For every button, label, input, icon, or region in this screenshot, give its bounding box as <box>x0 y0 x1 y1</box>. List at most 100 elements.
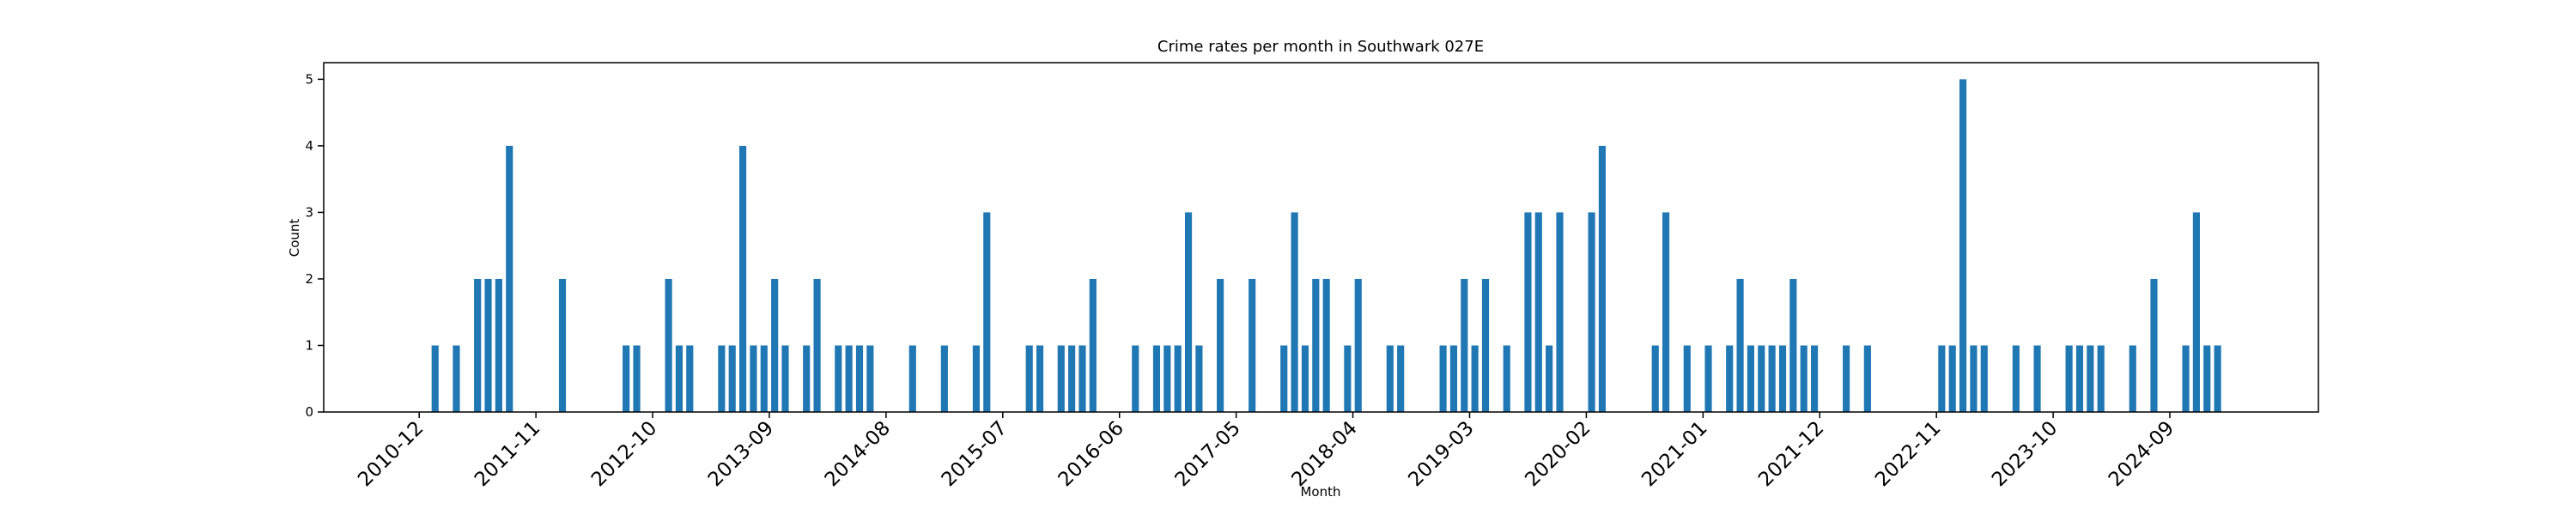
bar <box>686 345 694 412</box>
bar <box>1789 278 1797 412</box>
bar <box>1758 345 1765 412</box>
x-tick-label: 2012-10 <box>587 417 661 491</box>
bar <box>2192 212 2200 412</box>
bar <box>1768 345 1776 412</box>
bar <box>1078 345 1086 412</box>
bar <box>1651 345 1659 412</box>
bar <box>1439 345 1447 412</box>
bar <box>431 345 439 412</box>
bar <box>2203 345 2211 412</box>
bar <box>1683 345 1691 412</box>
bar <box>2075 345 2084 412</box>
bar <box>1152 345 1161 412</box>
bar <box>1280 345 1288 412</box>
bar <box>1249 278 1256 412</box>
bar <box>665 278 672 412</box>
bar <box>803 345 811 412</box>
bar <box>1036 345 1044 412</box>
bar <box>813 278 821 412</box>
bar <box>2033 345 2041 412</box>
bar <box>1778 345 1787 412</box>
bar <box>1184 212 1193 412</box>
bar <box>1959 79 1967 412</box>
bar <box>1810 345 1819 412</box>
bar <box>558 278 567 412</box>
bar <box>2182 345 2190 412</box>
y-tick-label: 1 <box>305 337 313 353</box>
bar <box>1556 212 1564 412</box>
x-tick-label: 2010-12 <box>354 417 428 491</box>
x-tick-label: 2017-05 <box>1171 417 1245 491</box>
bar <box>760 345 768 412</box>
bar <box>1588 212 1595 412</box>
bar <box>1938 345 1946 412</box>
x-tick-label: 2021-01 <box>1637 417 1711 491</box>
bar <box>1524 212 1532 412</box>
bar <box>972 345 980 412</box>
bar <box>1322 278 1330 412</box>
y-tick-label: 5 <box>305 71 313 87</box>
bar <box>1449 345 1458 412</box>
x-tick-label: 2020-02 <box>1521 417 1595 491</box>
bar <box>940 345 948 412</box>
bar <box>1503 345 1510 412</box>
bar <box>474 278 482 412</box>
x-tick-label: 2021-12 <box>1754 417 1828 491</box>
bar <box>718 345 726 412</box>
bar <box>1089 278 1097 412</box>
bar <box>1217 278 1224 412</box>
bar <box>771 278 779 412</box>
bar <box>1800 345 1807 412</box>
bar <box>1546 345 1553 412</box>
bar <box>1843 345 1850 412</box>
bar <box>1461 278 1468 412</box>
bar <box>1132 345 1139 412</box>
bar <box>866 345 874 412</box>
x-tick-label: 2014-08 <box>821 417 895 491</box>
y-axis-label: Count <box>287 219 302 258</box>
bar <box>2087 345 2094 412</box>
bar <box>1354 278 1362 412</box>
bar <box>1057 345 1065 412</box>
bar <box>845 345 853 412</box>
bar <box>1344 345 1352 412</box>
bar <box>675 345 683 412</box>
bar <box>1948 345 1956 412</box>
bar <box>633 345 641 412</box>
bar <box>1195 345 1203 412</box>
bar <box>1726 345 1734 412</box>
bar <box>1068 345 1076 412</box>
x-tick-label: 2013-09 <box>704 417 778 491</box>
bar <box>1471 345 1479 412</box>
x-tick-label: 2024-09 <box>2105 417 2178 491</box>
bar <box>2012 345 2020 412</box>
bar <box>728 345 736 412</box>
y-tick-label: 0 <box>305 404 313 420</box>
y-tick-label: 4 <box>305 138 313 154</box>
bar <box>2097 345 2105 412</box>
bar <box>1534 212 1542 412</box>
bar <box>1747 345 1755 412</box>
bar <box>750 345 757 412</box>
bar <box>1301 345 1309 412</box>
bar <box>1704 345 1712 412</box>
bar <box>835 345 842 412</box>
bar <box>781 345 789 412</box>
x-tick-label: 2016-06 <box>1054 417 1128 491</box>
bar <box>453 345 460 412</box>
bar <box>1174 345 1182 412</box>
bar <box>855 345 864 412</box>
bar <box>1481 278 1490 412</box>
y-tick-label: 3 <box>305 204 313 220</box>
x-tick-label: 2018-04 <box>1287 417 1361 491</box>
bar <box>1163 345 1171 412</box>
bar <box>1970 345 1978 412</box>
bar <box>1598 145 1607 412</box>
bar <box>1397 345 1405 412</box>
bar <box>2065 345 2073 412</box>
x-tick-label: 2022-11 <box>1871 417 1945 491</box>
x-tick-label: 2023-10 <box>1988 417 2062 491</box>
bar <box>2129 345 2136 412</box>
y-tick-label: 2 <box>305 271 313 287</box>
